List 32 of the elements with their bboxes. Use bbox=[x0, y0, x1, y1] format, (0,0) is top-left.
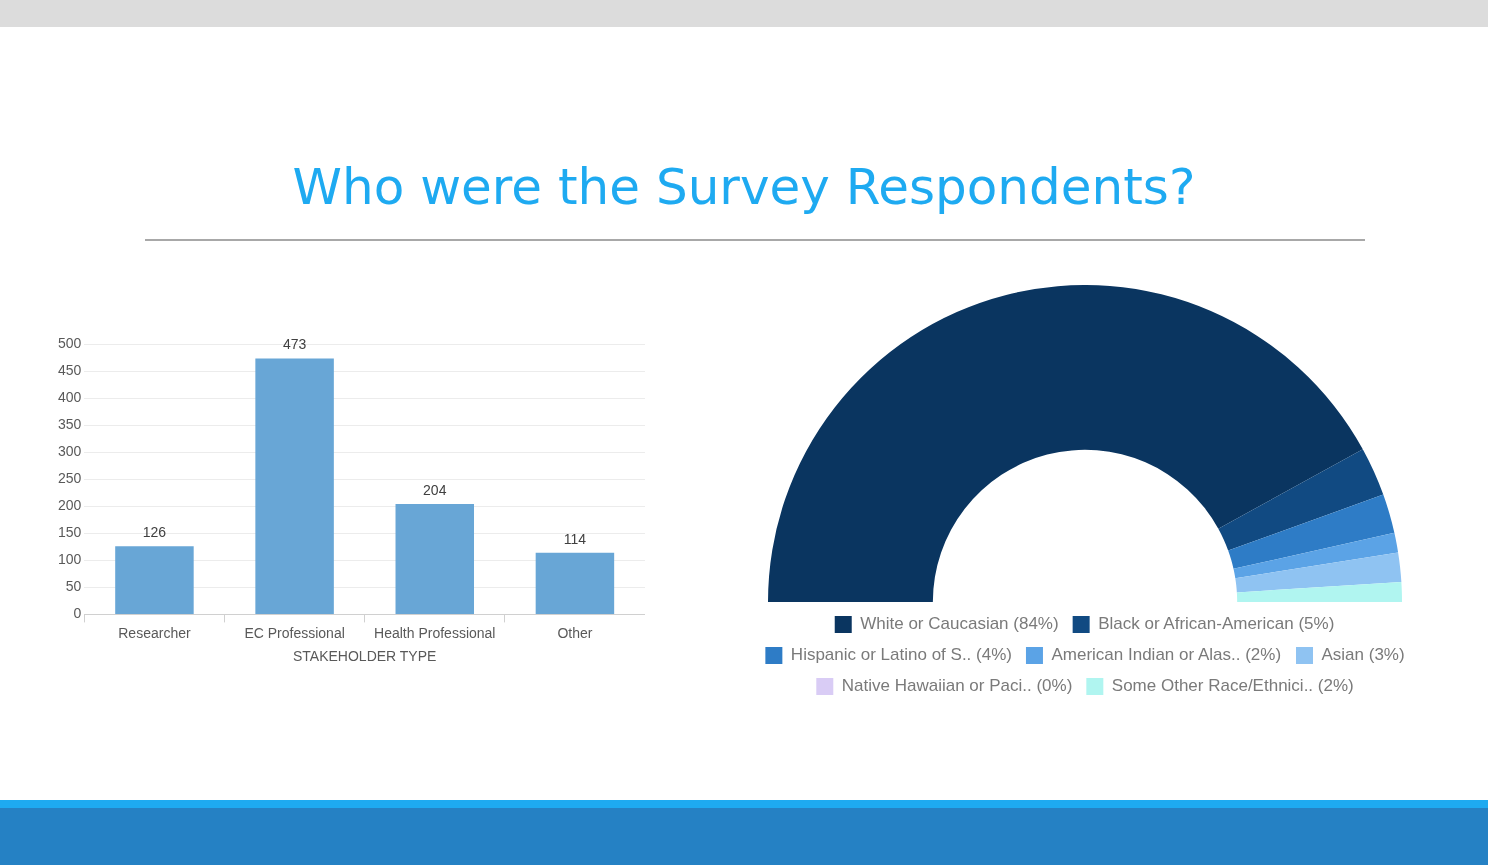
x-tick-label: Researcher bbox=[118, 624, 191, 641]
legend-label: Black or African-American (5%) bbox=[1098, 614, 1335, 634]
y-tick-label: 0 bbox=[73, 605, 82, 622]
x-axis-title: STAKEHOLDER TYPE bbox=[292, 648, 437, 665]
bar bbox=[395, 504, 474, 614]
y-tick-label: 250 bbox=[58, 470, 82, 487]
legend-label: Hispanic or Latino of S.. (4%) bbox=[790, 645, 1012, 665]
legend-label: Asian (3%) bbox=[1321, 645, 1405, 665]
y-tick-label: 150 bbox=[58, 524, 82, 541]
y-tick-label: 450 bbox=[58, 361, 82, 378]
x-tick-label: EC Professional bbox=[244, 624, 345, 641]
y-tick-label: 300 bbox=[58, 443, 82, 460]
legend-label: American Indian or Alas.. (2%) bbox=[1051, 645, 1282, 665]
bar bbox=[255, 358, 334, 614]
data-label: 204 bbox=[423, 481, 447, 498]
data-label: 473 bbox=[282, 336, 307, 353]
x-tick-label: Other bbox=[557, 624, 593, 641]
chart-title: Who were the Survey Respondents? bbox=[291, 158, 1197, 216]
y-tick-label: 350 bbox=[58, 415, 82, 432]
data-label: 126 bbox=[142, 524, 167, 541]
legend-label: Some Other Race/Ethnici.. (2%) bbox=[1111, 676, 1354, 696]
y-tick-label: 500 bbox=[58, 334, 82, 351]
bar bbox=[115, 546, 194, 614]
y-tick-label: 200 bbox=[58, 497, 82, 514]
y-tick-label: 100 bbox=[58, 551, 82, 568]
legend-label: White or Caucasian (84%) bbox=[860, 614, 1059, 634]
legend-label: Native Hawaiian or Paci.. (0%) bbox=[841, 676, 1073, 696]
data-label: 114 bbox=[563, 530, 587, 547]
x-tick-label: Health Professional bbox=[374, 624, 496, 641]
y-tick-label: 50 bbox=[65, 578, 82, 595]
y-tick-label: 400 bbox=[58, 388, 82, 405]
bar bbox=[535, 552, 615, 614]
